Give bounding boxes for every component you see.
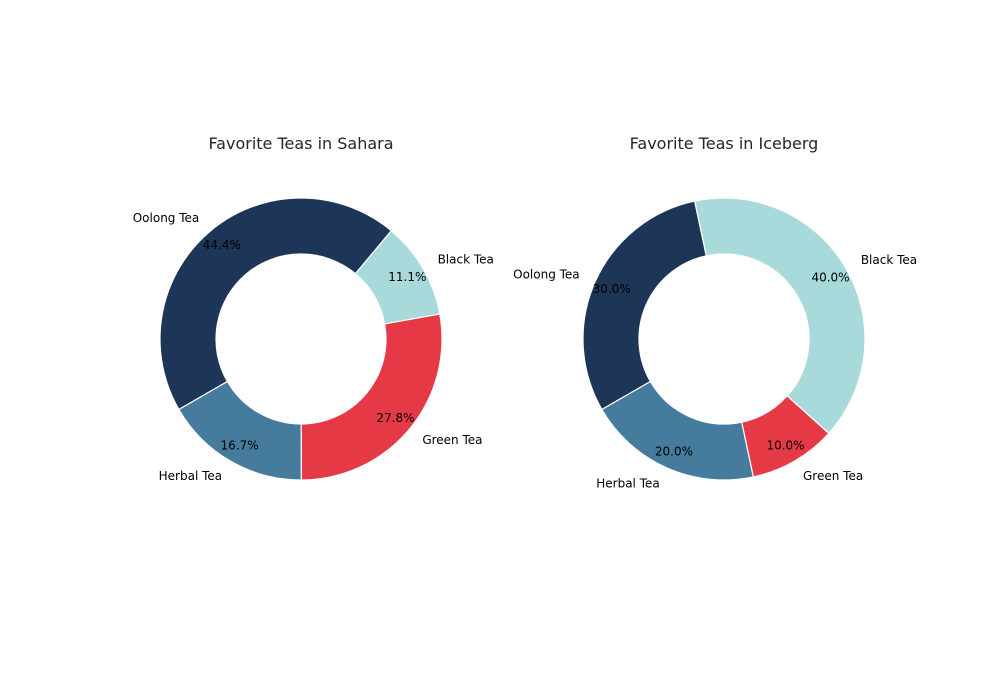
percent-label-green-tea: 10.0% — [766, 439, 804, 453]
category-label-green-tea: Green Tea — [422, 433, 482, 447]
donut-chart-iceberg: Favorite Teas in Iceberg 30.0% Oolong Tea… — [513, 134, 917, 490]
slices-group — [583, 198, 865, 480]
percent-label-herbal-tea: 16.7% — [221, 439, 259, 453]
percent-label-black-tea: 11.1% — [388, 270, 426, 284]
category-label-green-tea: Green Tea — [803, 469, 863, 483]
category-label-oolong-tea: Oolong Tea — [513, 268, 580, 282]
donut-chart-sahara: Favorite Teas in Sahara 44.4%Oolong Tea 1… — [133, 134, 494, 483]
category-label-black-tea: Black Tea — [438, 253, 494, 267]
chart-title: Favorite Teas in Sahara — [208, 134, 393, 153]
slice-oolong-tea — [160, 198, 391, 410]
category-label-herbal-tea: Herbal Tea — [596, 476, 660, 490]
percent-label-herbal-tea: 20.0% — [655, 444, 693, 458]
percent-label-oolong-tea: 44.4% — [203, 238, 241, 252]
percent-label-oolong-tea: 30.0% — [593, 282, 631, 296]
slice-black-tea — [695, 198, 865, 433]
slice-oolong-tea — [583, 201, 706, 409]
chart-title: Favorite Teas in Iceberg — [630, 134, 819, 153]
category-label-herbal-tea: Herbal Tea — [159, 469, 223, 483]
category-label-oolong-tea: Oolong Tea — [133, 211, 200, 225]
percent-label-black-tea: 40.0% — [811, 271, 849, 285]
slice-herbal-tea — [602, 382, 753, 481]
percent-label-green-tea: 27.8% — [376, 411, 414, 425]
category-label-black-tea: Black Tea — [861, 253, 917, 267]
slice-green-tea — [301, 314, 442, 480]
